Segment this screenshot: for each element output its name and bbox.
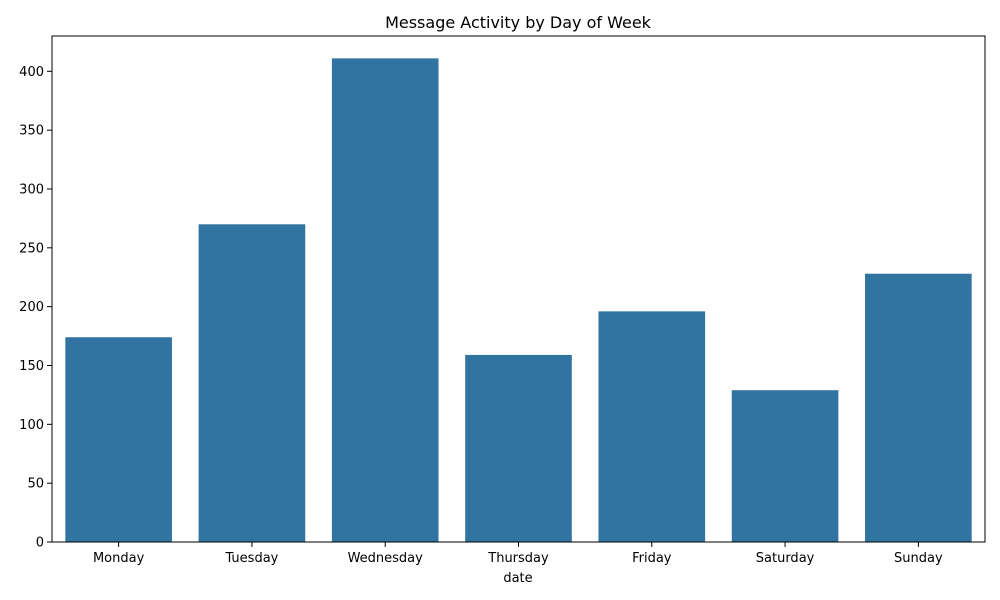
bar-saturday: [731, 390, 839, 542]
y-tick-label: 100: [19, 418, 44, 433]
x-tick-label: Wednesday: [348, 551, 424, 566]
y-tick-label: 0: [36, 536, 44, 551]
x-tick-label: Saturday: [756, 551, 815, 566]
bar-monday: [65, 337, 172, 542]
x-axis-ticks: Monday Tuesday Wednesday Thursday Friday Satu…: [93, 542, 943, 566]
bar-thursday: [465, 354, 572, 542]
x-tick-label: Sunday: [894, 551, 943, 566]
y-tick-label: 350: [19, 124, 44, 139]
bar-tuesday: [198, 224, 306, 543]
y-tick-label: 300: [19, 182, 44, 197]
plot-frame: [51, 35, 986, 543]
bar-friday: [598, 311, 706, 542]
x-tick-label: Monday: [93, 551, 145, 566]
bar-wednesday: [331, 58, 439, 542]
y-tick-label: 50: [27, 477, 44, 492]
x-axis-label: date: [503, 571, 532, 586]
x-tick-label: Thursday: [487, 551, 549, 566]
bars-group: [65, 58, 972, 543]
plot-border: [51, 35, 986, 543]
x-tick-label: Friday: [632, 551, 672, 566]
y-axis-ticks: 0 50 100 150 200 250 300 350 400: [19, 65, 52, 551]
x-tick-label: Tuesday: [224, 551, 278, 566]
y-tick-label: 150: [19, 359, 44, 374]
y-tick-label: 250: [19, 241, 44, 256]
bar-sunday: [865, 273, 972, 542]
y-tick-label: 400: [19, 65, 44, 80]
chart-title: Message Activity by Day of Week: [385, 13, 652, 32]
y-tick-label: 200: [19, 300, 44, 315]
